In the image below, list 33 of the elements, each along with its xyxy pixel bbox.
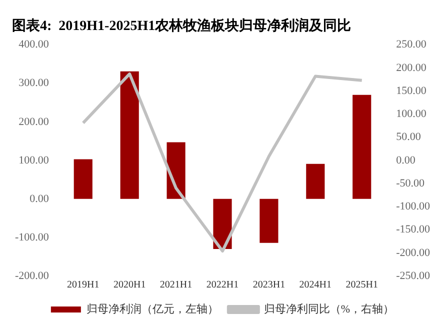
x-tick-label: 2020H1	[113, 280, 146, 291]
x-tick-label: 2022H1	[206, 280, 239, 291]
bar	[306, 164, 325, 199]
x-tick-label: 2021H1	[160, 280, 192, 291]
bar	[74, 159, 92, 199]
bar	[260, 198, 278, 243]
y2-tick-label: -250.00	[396, 270, 430, 282]
y-tick-label: 400.00	[18, 38, 50, 51]
y2-tick-label: -50.00	[396, 177, 425, 190]
x-tick-label: 2024H1	[299, 280, 332, 291]
bar	[120, 71, 139, 199]
legend-label: 归母净利润（亿元，左轴）	[86, 302, 218, 316]
legend-label: 归母净利同比（%，右轴）	[264, 302, 394, 316]
y2-tick-label: -100.00	[396, 200, 430, 213]
y2-tick-label: 250.00	[396, 38, 427, 51]
y2-tick-label: 200.00	[396, 62, 427, 74]
y2-tick-label: -150.00	[396, 224, 430, 236]
chart-title: 图表4: 2019H1-2025H1农林牧渔板块归母净利润及同比	[12, 17, 352, 34]
x-tick-label: 2019H1	[67, 280, 100, 291]
y2-tick-label: 100.00	[396, 108, 427, 120]
y2-tick-label: 150.00	[396, 84, 427, 97]
bar	[352, 94, 372, 199]
y-tick-label: -200.00	[14, 270, 50, 282]
x-tick-label: 2023H1	[252, 280, 286, 291]
y-tick-label: 0.00	[30, 192, 50, 205]
y-tick-label: 100.00	[18, 154, 50, 166]
x-tick-label: 2025H1	[346, 280, 378, 291]
y-tick-label: 200.00	[18, 116, 50, 128]
y-tick-label: 300.00	[18, 77, 50, 90]
y2-tick-label: 0.00	[396, 154, 416, 166]
y2-tick-label: 50.00	[396, 131, 422, 144]
y2-tick-label: -200.00	[396, 246, 430, 259]
y-tick-label: -100.00	[14, 231, 50, 244]
